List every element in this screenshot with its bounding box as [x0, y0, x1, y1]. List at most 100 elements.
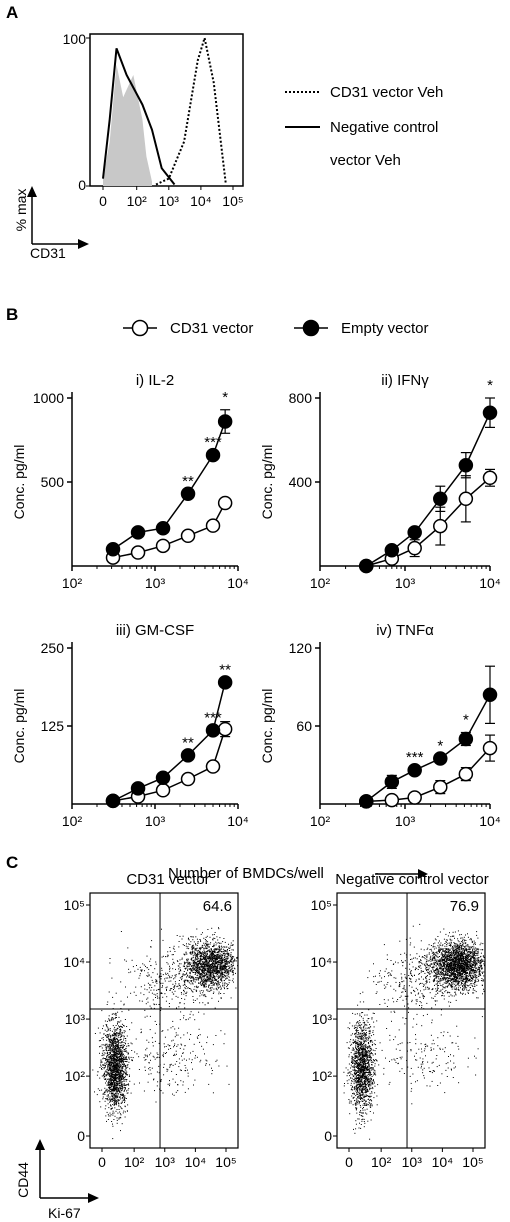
scatter-point	[203, 982, 205, 984]
scatter-point	[147, 1056, 148, 1058]
scatter-point	[117, 1112, 119, 1114]
scatter-point	[205, 946, 207, 948]
scatter-point	[187, 1088, 189, 1090]
scatter-point	[218, 1000, 219, 1002]
scatter-point	[192, 966, 194, 968]
scatter-point	[183, 989, 185, 991]
scatter-point	[198, 957, 200, 959]
scatter-point	[198, 947, 200, 949]
scatter-point	[369, 1053, 371, 1054]
scatter-point	[111, 1077, 113, 1079]
scatter-point	[368, 1033, 370, 1035]
scatter-point	[106, 1061, 108, 1062]
scatter-point	[185, 945, 187, 947]
scatter-point	[117, 1074, 119, 1075]
scatter-point	[204, 951, 206, 953]
scatter-point	[170, 988, 172, 989]
scatter-point	[119, 1098, 121, 1100]
scatter-point	[372, 1030, 374, 1032]
scatter-point	[347, 1082, 349, 1084]
scatter-point	[221, 963, 222, 965]
scatter-point	[123, 1053, 124, 1055]
scatter-point	[105, 1089, 107, 1091]
scatter-point	[156, 982, 158, 984]
scatter-point	[112, 1061, 113, 1063]
scatter-point	[119, 1051, 121, 1053]
scatter-point	[357, 1081, 359, 1083]
scatter-point	[233, 956, 235, 958]
scatter-point	[192, 967, 194, 969]
scatter-point	[218, 971, 220, 973]
scatter-point	[223, 968, 225, 970]
scatter-point	[197, 970, 199, 972]
scatter-point	[213, 955, 215, 957]
scatter-point	[224, 965, 225, 967]
scatter-point	[359, 1095, 361, 1096]
scatter-point	[359, 1020, 361, 1022]
scatter-point	[114, 1076, 116, 1077]
scatter-point	[110, 1035, 112, 1037]
scatter-point	[192, 962, 194, 964]
scatter-point	[156, 973, 158, 975]
panel-c-scatter-plots: CD31 vector64.60010²10²10³10³10⁴10⁴10⁵10…	[35, 871, 489, 1203]
scatter-point	[118, 1074, 120, 1076]
scatter-point	[124, 1111, 126, 1113]
scatter-point	[366, 1068, 368, 1070]
scatter-point	[201, 965, 203, 967]
scatter-point	[365, 1027, 367, 1029]
chart-title: iii) GM-CSF	[116, 622, 194, 639]
scatter-point	[130, 1056, 132, 1058]
scatter-point	[226, 953, 228, 955]
scatter-point	[202, 970, 204, 972]
scatter-point	[167, 954, 169, 956]
scatter-point	[199, 949, 201, 951]
scatter-point	[163, 1043, 165, 1045]
scatter-point	[217, 982, 219, 984]
scatter-point	[161, 967, 163, 969]
scatter-point	[192, 957, 194, 959]
scatter-point	[135, 994, 137, 996]
scatter-point	[161, 1030, 163, 1032]
scatter-point	[186, 1032, 188, 1034]
scatter-point	[209, 990, 211, 992]
scatter-point	[359, 1053, 361, 1055]
scatter-point	[365, 1068, 367, 1070]
scatter-point	[193, 959, 194, 961]
scatter-point	[211, 950, 213, 952]
scatter-point	[231, 980, 233, 982]
scatter-point	[106, 1061, 108, 1063]
scatter-point	[212, 965, 213, 966]
scatter-point	[365, 1081, 367, 1083]
scatter-point	[196, 986, 198, 988]
scatter-point	[358, 1032, 360, 1034]
scatter-point	[210, 974, 211, 976]
scatter-point	[120, 981, 122, 983]
scatter-point	[226, 969, 228, 971]
scatter-point	[111, 1048, 113, 1050]
scatter-point	[207, 950, 209, 952]
scatter-point	[355, 1123, 357, 1125]
scatter-point	[368, 1101, 370, 1103]
scatter-point	[156, 989, 158, 991]
scatter-point	[224, 960, 226, 962]
scatter-point	[217, 962, 219, 964]
scatter-point	[202, 1048, 204, 1050]
scatter-point	[204, 985, 206, 986]
scatter-point	[109, 1101, 111, 1103]
scatter-point	[158, 1072, 160, 1074]
scatter-point	[108, 1072, 110, 1074]
scatter-point	[121, 1084, 122, 1086]
scatter-point	[163, 1074, 165, 1076]
scatter-point	[109, 1098, 111, 1100]
scatter-point	[213, 988, 215, 990]
scatter-point	[110, 1099, 112, 1101]
scatter-point	[193, 965, 195, 967]
scatter-point	[200, 955, 202, 957]
scatter-point	[198, 1011, 200, 1013]
scatter-point	[225, 970, 227, 972]
scatter-point	[367, 1039, 369, 1041]
scatter-point	[175, 983, 177, 985]
scatter-point	[108, 1059, 110, 1061]
scatter-point	[374, 1073, 376, 1075]
scatter-point	[362, 1101, 364, 1102]
